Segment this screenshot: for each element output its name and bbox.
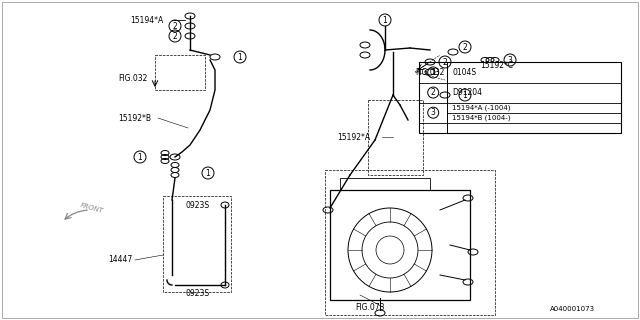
Bar [340,178,430,190]
Text: 15192*A: 15192*A [337,132,370,141]
Text: FIG.032: FIG.032 [415,68,444,76]
Text: D91204: D91204 [452,88,482,97]
Text: 15194*A: 15194*A [130,15,163,25]
Text: 2: 2 [173,21,177,30]
Text: 14447: 14447 [108,255,132,265]
Text: 1: 1 [383,15,387,25]
Text: 0923S: 0923S [185,201,209,210]
Text: 3: 3 [431,108,436,117]
Bar [419,62,621,133]
Text: 3: 3 [508,55,513,65]
Text: 15194*B (1004-): 15194*B (1004-) [452,115,511,121]
Text: 0104S: 0104S [452,68,476,77]
Bar [330,190,470,300]
Text: 2: 2 [173,31,177,41]
Bar [368,100,423,175]
Text: 1: 1 [431,68,436,77]
Text: 15192*C: 15192*C [480,60,513,69]
Text: A040001073: A040001073 [550,306,595,312]
Text: 0923S: 0923S [185,289,209,298]
Bar [163,196,231,292]
Text: FIG.032: FIG.032 [118,74,147,83]
Text: 1: 1 [138,153,142,162]
Text: 1: 1 [205,169,211,178]
Text: 15194*A (-1004): 15194*A (-1004) [452,104,511,111]
Bar [155,55,205,90]
Bar [325,170,495,315]
Text: 1: 1 [237,52,243,61]
Text: 2: 2 [443,58,447,67]
Text: FIG.073: FIG.073 [355,302,385,311]
Text: 1: 1 [463,91,467,100]
Text: 15192*B: 15192*B [118,114,151,123]
Text: 2: 2 [463,43,467,52]
Text: 2: 2 [431,88,436,97]
Text: FRONT: FRONT [80,202,104,214]
